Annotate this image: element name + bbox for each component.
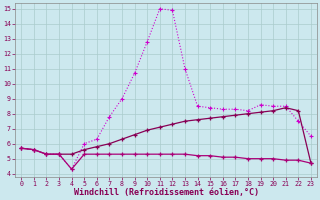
X-axis label: Windchill (Refroidissement éolien,°C): Windchill (Refroidissement éolien,°C) bbox=[74, 188, 259, 197]
